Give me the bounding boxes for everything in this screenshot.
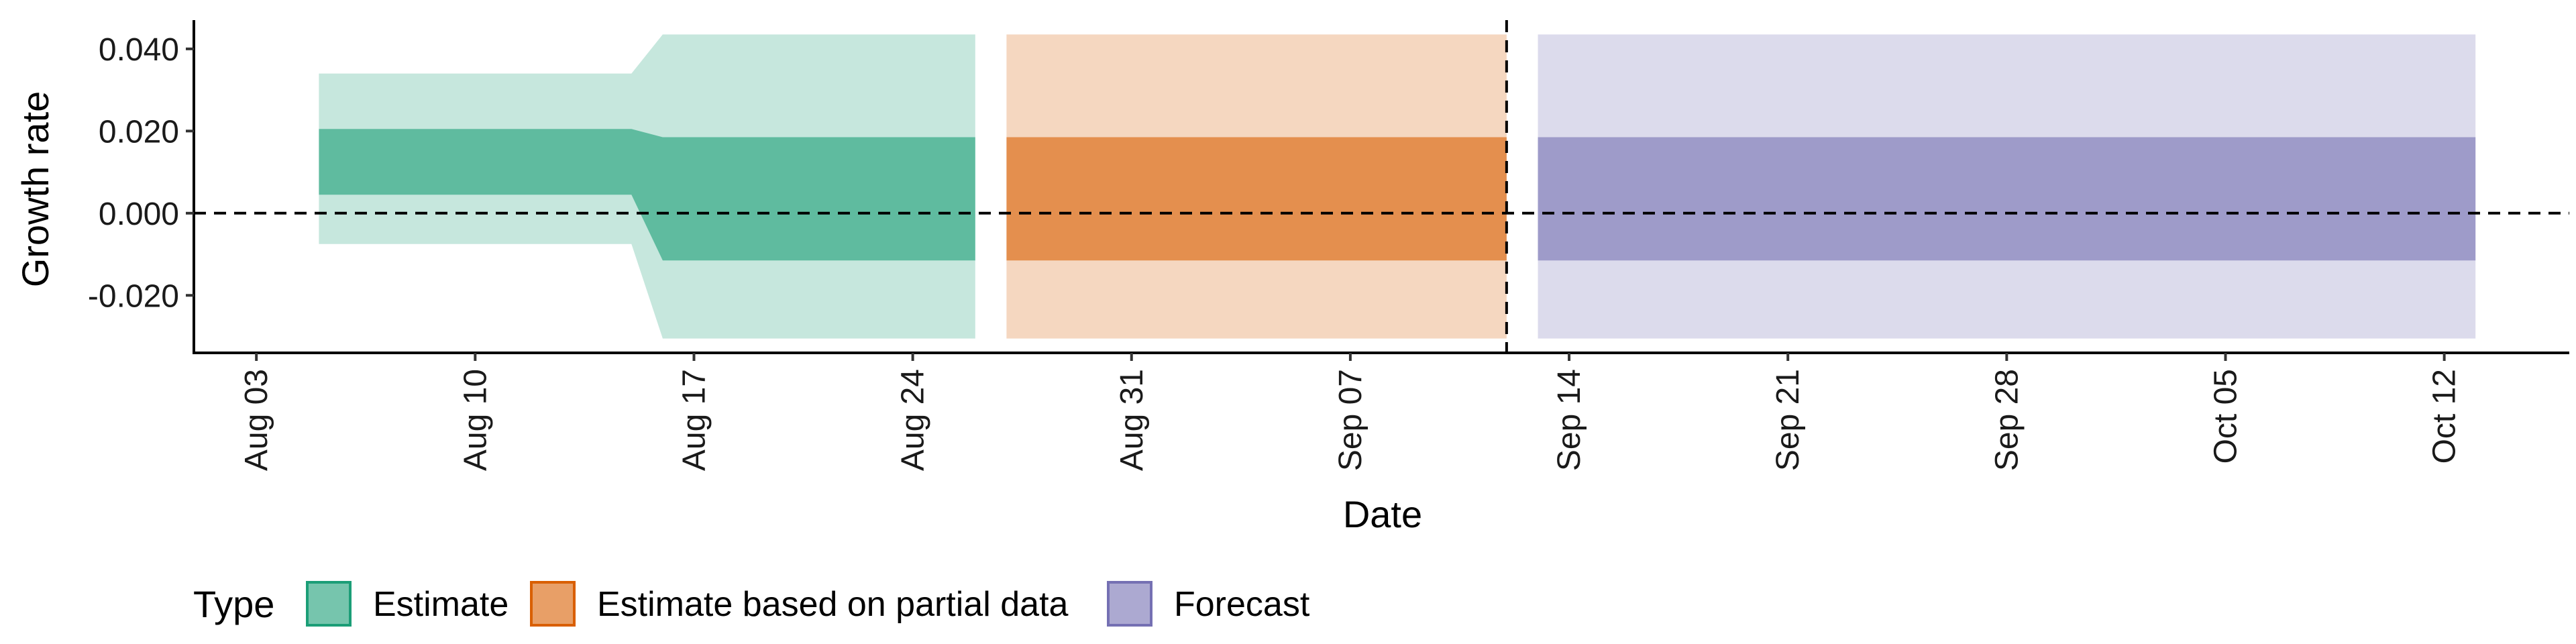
ribbon-inner-forecast (1538, 137, 2476, 261)
y-ticks-layer: -0.020 0.000 0.020 0.040 (88, 32, 194, 314)
legend-key-forecast (1107, 581, 1152, 627)
x-tick-label: Aug 31 (1114, 369, 1150, 471)
legend-keys: Estimate Estimate based on partial data Fo… (306, 581, 1310, 627)
legend-label-estimate: Estimate (373, 585, 508, 624)
ribbon-inner-estimate-based-on-partial-data (1006, 137, 1507, 261)
legend-title: Type (193, 583, 274, 625)
y-tick-label: 0.000 (99, 197, 179, 232)
x-ticks-layer: Aug 03 Aug 10 Aug 17 Aug 24 Aug 31 Sep 07 Sep … (239, 353, 2463, 471)
reference-lines-layer (194, 20, 2569, 353)
y-tick-label: 0.020 (99, 114, 179, 150)
y-axis-title: Growth rate (14, 91, 56, 288)
x-tick-label: Aug 03 (239, 369, 274, 471)
x-axis-title: Date (1343, 493, 1422, 535)
y-tick-label: -0.020 (88, 278, 179, 314)
x-tick-label: Oct 12 (2427, 369, 2463, 464)
ribbons-layer (319, 34, 2476, 339)
legend-key-estimate-based-on-partial-data (530, 581, 576, 627)
legend-label-estimate-based-on-partial-data: Estimate based on partial data (597, 585, 1069, 624)
x-tick-label: Aug 10 (458, 369, 493, 471)
x-tick-label: Aug 17 (677, 369, 712, 471)
x-tick-label: Aug 24 (896, 369, 931, 471)
legend-label-forecast: Forecast (1174, 585, 1310, 624)
axes-layer (193, 20, 2569, 354)
legend-key-estimate (306, 581, 352, 627)
x-tick-label: Sep 14 (1552, 369, 1587, 471)
y-tick-label: 0.040 (99, 32, 179, 68)
x-tick-label: Sep 28 (1989, 369, 2025, 471)
x-tick-label: Sep 21 (1770, 369, 1806, 471)
ribbon-inner-estimate (319, 129, 975, 261)
x-tick-label: Oct 05 (2208, 369, 2244, 464)
x-tick-label: Sep 07 (1333, 369, 1368, 471)
legend: Type Estimate Estimate based on partial d… (193, 581, 1310, 627)
